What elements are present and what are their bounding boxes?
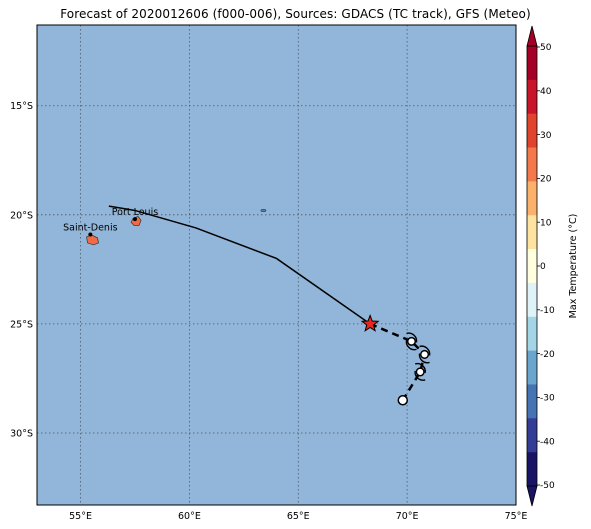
map-title: Forecast of 2020012606 (f000-006), Sourc…: [60, 7, 531, 21]
colorbar-tick-label: -10: [540, 306, 555, 316]
colorbar-tick-label: -40: [540, 437, 555, 447]
cyclone-symbol-icon: [405, 340, 417, 351]
latitude-tick-label: 20°S: [10, 210, 33, 221]
longitude-tick-label: 75°E: [505, 511, 528, 522]
colorbar-tick-label: 10: [540, 218, 552, 228]
colorbar: 50 40 30 20 10 0 -10 -20 -30 -40 -50 Max Temperatur…: [526, 25, 579, 507]
colorbar-tick-label: -50: [540, 481, 555, 491]
colorbar-extend-bottom: [526, 485, 538, 507]
ocean-area: [37, 25, 516, 505]
island-tromelin: [260, 209, 267, 212]
forecast-point: [406, 336, 417, 346]
latitude-ticks: 15°S 20°S 25°S 30°S: [10, 101, 33, 439]
colorbar-segment: [527, 215, 537, 250]
colorbar-tick-label: 40: [540, 87, 552, 97]
longitude-ticks: 55°E 60°E 65°E 70°E 75°E: [69, 511, 527, 522]
latitude-tick-label: 30°S: [10, 429, 33, 440]
colorbar-segment: [527, 46, 537, 81]
colorbar-segment: [527, 418, 537, 453]
latitude-tick-label: 25°S: [10, 319, 33, 330]
longitude-tick-label: 65°E: [287, 511, 310, 522]
colorbar-tick-label: 30: [540, 131, 552, 141]
cyclone-symbol-icon: [418, 353, 430, 364]
city-label: Saint-Denis: [63, 222, 117, 233]
city-label: Port Louis: [112, 207, 158, 218]
colorbar-segment: [527, 113, 537, 148]
colorbar-segment: [527, 79, 537, 114]
city-marker: [132, 217, 137, 222]
city-labels: Port Louis Saint-Denis: [63, 207, 158, 237]
cyclone-symbol-icon: [419, 345, 431, 356]
colorbar-tick-label: 50: [540, 43, 552, 53]
colorbar-segment: [527, 282, 537, 318]
colorbar-segment: [527, 384, 537, 419]
longitude-tick-label: 70°E: [396, 511, 419, 522]
colorbar-label: Max Temperature (°C): [568, 214, 579, 319]
forecast-point: [415, 367, 425, 377]
map-frame: [36, 24, 517, 506]
colorbar-tick-label: -30: [540, 394, 555, 404]
colorbar-tick-label: 0: [540, 262, 546, 272]
colorbar-segment: [527, 316, 537, 351]
longitude-tick-label: 55°E: [69, 511, 92, 522]
colorbar-segment: [527, 350, 537, 385]
colorbar-tick-label: 20: [540, 175, 552, 185]
city-marker: [88, 232, 93, 237]
longitude-tick-label: 60°E: [178, 511, 201, 522]
past-track-line: [108, 205, 371, 325]
storm-track: [108, 205, 431, 406]
cyclone-symbol-icon: [406, 332, 418, 343]
colorbar-segment: [527, 249, 537, 284]
colorbar-tick-label: -20: [540, 350, 555, 360]
cyclone-symbol-icon: [414, 370, 426, 381]
forecast-point: [397, 395, 409, 406]
colorbar-segment: [527, 181, 537, 216]
latitude-tick-label: 15°S: [10, 101, 33, 112]
colorbar-segment: [527, 147, 537, 182]
colorbar-segment: [527, 452, 537, 487]
cyclone-symbol-icon: [415, 362, 426, 374]
colorbar-extend-top: [526, 25, 538, 47]
graticule: [37, 25, 516, 505]
current-position-star-icon: [360, 313, 380, 332]
forecast-point: [420, 349, 430, 360]
